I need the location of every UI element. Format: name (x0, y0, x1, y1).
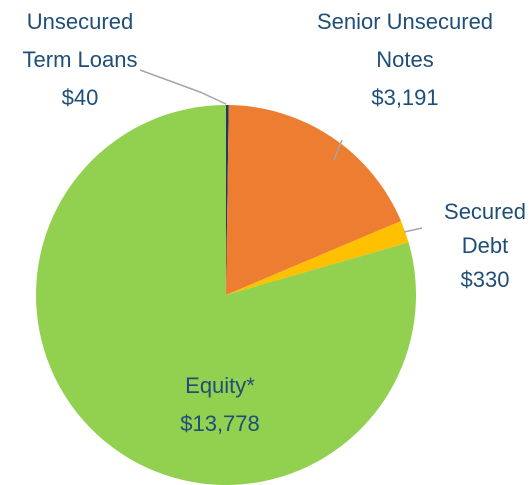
pie-slice (226, 105, 229, 295)
slice-label: Unsecured Term Loans $40 (5, 3, 155, 117)
slice-label: Equity* $13,778 (120, 367, 320, 443)
slice-label: Senior Unsecured Notes $3,191 (290, 3, 520, 117)
category-label: Equity* (185, 373, 255, 398)
leader-line (139, 69, 227, 105)
value-label: $40 (61, 85, 99, 110)
category-label: Secured Debt (444, 199, 526, 258)
leader-line (403, 227, 423, 233)
leader-line (333, 139, 343, 161)
pie-slice (226, 105, 402, 295)
slice-label: Secured Debt $330 (430, 195, 531, 297)
category-label: Senior Unsecured Notes (316, 9, 494, 72)
value-label: $330 (460, 267, 510, 292)
category-label: Unsecured Term Loans (22, 9, 138, 72)
pie-slice (226, 221, 409, 295)
value-label: $13,778 (180, 411, 260, 436)
value-label: $3,191 (371, 85, 439, 110)
pie (36, 105, 417, 485)
pie-slice (36, 105, 417, 485)
